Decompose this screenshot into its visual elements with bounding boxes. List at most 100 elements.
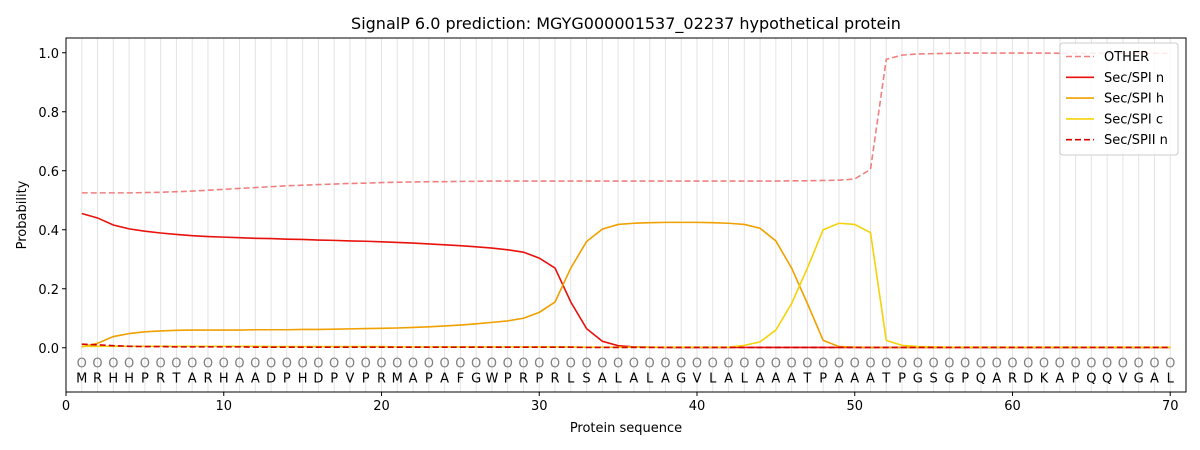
sequence-residue: L [709, 371, 717, 386]
region-marker: O [424, 357, 434, 372]
region-marker: O [739, 357, 749, 372]
region-marker: O [802, 357, 812, 372]
y-tick-label: 0.2 [38, 283, 59, 298]
sequence-residue: A [850, 371, 859, 386]
sequence-residue: P [425, 371, 433, 386]
sequence-residue: G [913, 371, 923, 386]
region-marker: O [1149, 357, 1159, 372]
sequence-residue: P [819, 371, 827, 386]
region-marker: O [108, 357, 118, 372]
region-marker: O [834, 357, 844, 372]
sequence-residue: Q [976, 371, 986, 386]
sequence-residue: R [156, 371, 165, 386]
y-tick-label: 0.4 [38, 224, 59, 239]
sequence-residue: A [1150, 371, 1159, 386]
region-marker: O [771, 357, 781, 372]
legend: OTHER Sec/SPI n Sec/SPI h Sec/SPI c Sec/SPII… [1059, 42, 1179, 156]
region-marker: O [282, 357, 292, 372]
sequence-residue: M [392, 371, 403, 386]
region-marker: O [392, 357, 402, 372]
region-marker: O [376, 357, 386, 372]
x-tick-label: 70 [1162, 399, 1179, 414]
region-marker: O [1055, 357, 1065, 372]
series-line-sec-spi-n [81, 212, 1171, 349]
sequence-residue: P [283, 371, 291, 386]
sequence-residue: R [377, 371, 386, 386]
legend-label: Sec/SPI n [1104, 71, 1164, 86]
vertical-grid [81, 38, 1171, 392]
sequence-residue: R [519, 371, 528, 386]
legend-label: Sec/SPII n [1104, 133, 1168, 148]
sequence-residue: A [409, 371, 418, 386]
region-marker: O [361, 357, 371, 372]
sequence-residue: A [661, 371, 670, 386]
region-marker: O [881, 357, 891, 372]
region-marker: O [329, 357, 339, 372]
sequence-residue: V [1118, 371, 1127, 386]
sequence-residue: L [741, 371, 749, 386]
sequence-residue: R [93, 371, 102, 386]
region-marker: O [692, 357, 702, 372]
region-marker: O [439, 357, 449, 372]
region-marker: O [960, 357, 970, 372]
region-marker: O [171, 357, 181, 372]
region-marker: O [77, 357, 87, 372]
x-axis-label: Protein sequence [570, 421, 682, 436]
sequence-residue: F [457, 371, 464, 386]
sequence-residue: Q [1102, 371, 1112, 386]
region-marker: O [550, 357, 560, 372]
region-marker: O [1165, 357, 1175, 372]
legend-label: Sec/SPI h [1104, 92, 1164, 107]
region-marker: O [313, 357, 323, 372]
sequence-residue: K [1040, 371, 1049, 386]
sequence-residue: A [251, 371, 260, 386]
x-tick-label: 50 [846, 399, 863, 414]
region-marker: O [850, 357, 860, 372]
region-marker: O [1039, 357, 1049, 372]
x-axis-ticks: 0 10 20 30 40 50 60 70 [62, 392, 1179, 414]
sequence-residue: H [298, 371, 308, 386]
region-marker: O [566, 357, 576, 372]
region-marker: O [345, 357, 355, 372]
sequence-residue: L [646, 371, 654, 386]
legend-label: OTHER [1104, 50, 1149, 65]
region-marker: O [156, 357, 166, 372]
x-tick-label: 20 [373, 399, 390, 414]
sequence-residue: V [345, 371, 354, 386]
region-marker: O [92, 357, 102, 372]
sequence-residue: V [693, 371, 702, 386]
x-tick-label: 30 [531, 399, 548, 414]
series-line-sec-spii-n [81, 343, 1171, 349]
region-marker: O [234, 357, 244, 372]
series-line-sec-spi-c [81, 222, 1171, 348]
sequence-residue: A [992, 371, 1001, 386]
region-marker: O [660, 357, 670, 372]
sequence-residue: P [504, 371, 512, 386]
sequence-residue: P [1072, 371, 1080, 386]
region-marker: O [928, 357, 938, 372]
sequence-residue: A [598, 371, 607, 386]
region-marker: O [1134, 357, 1144, 372]
sequence-residue: R [203, 371, 212, 386]
sequence-residue: M [76, 371, 87, 386]
region-marker: O [1086, 357, 1096, 372]
sequence-residue: D [1023, 371, 1033, 386]
region-marker: O [408, 357, 418, 372]
sequence-residue: W [485, 371, 498, 386]
region-marker: O [250, 357, 260, 372]
region-marker: O [992, 357, 1002, 372]
sequence-residue: L [1167, 371, 1175, 386]
sequence-residue: T [881, 371, 890, 386]
region-marker: O [266, 357, 276, 372]
region-marker: O [597, 357, 607, 372]
region-marker: O [518, 357, 528, 372]
region-marker: O [976, 357, 986, 372]
sequence-residue: P [362, 371, 370, 386]
sequence-residue: P [141, 371, 149, 386]
region-marker: O [187, 357, 197, 372]
series-line-other [81, 52, 1171, 194]
region-marker: O [944, 357, 954, 372]
